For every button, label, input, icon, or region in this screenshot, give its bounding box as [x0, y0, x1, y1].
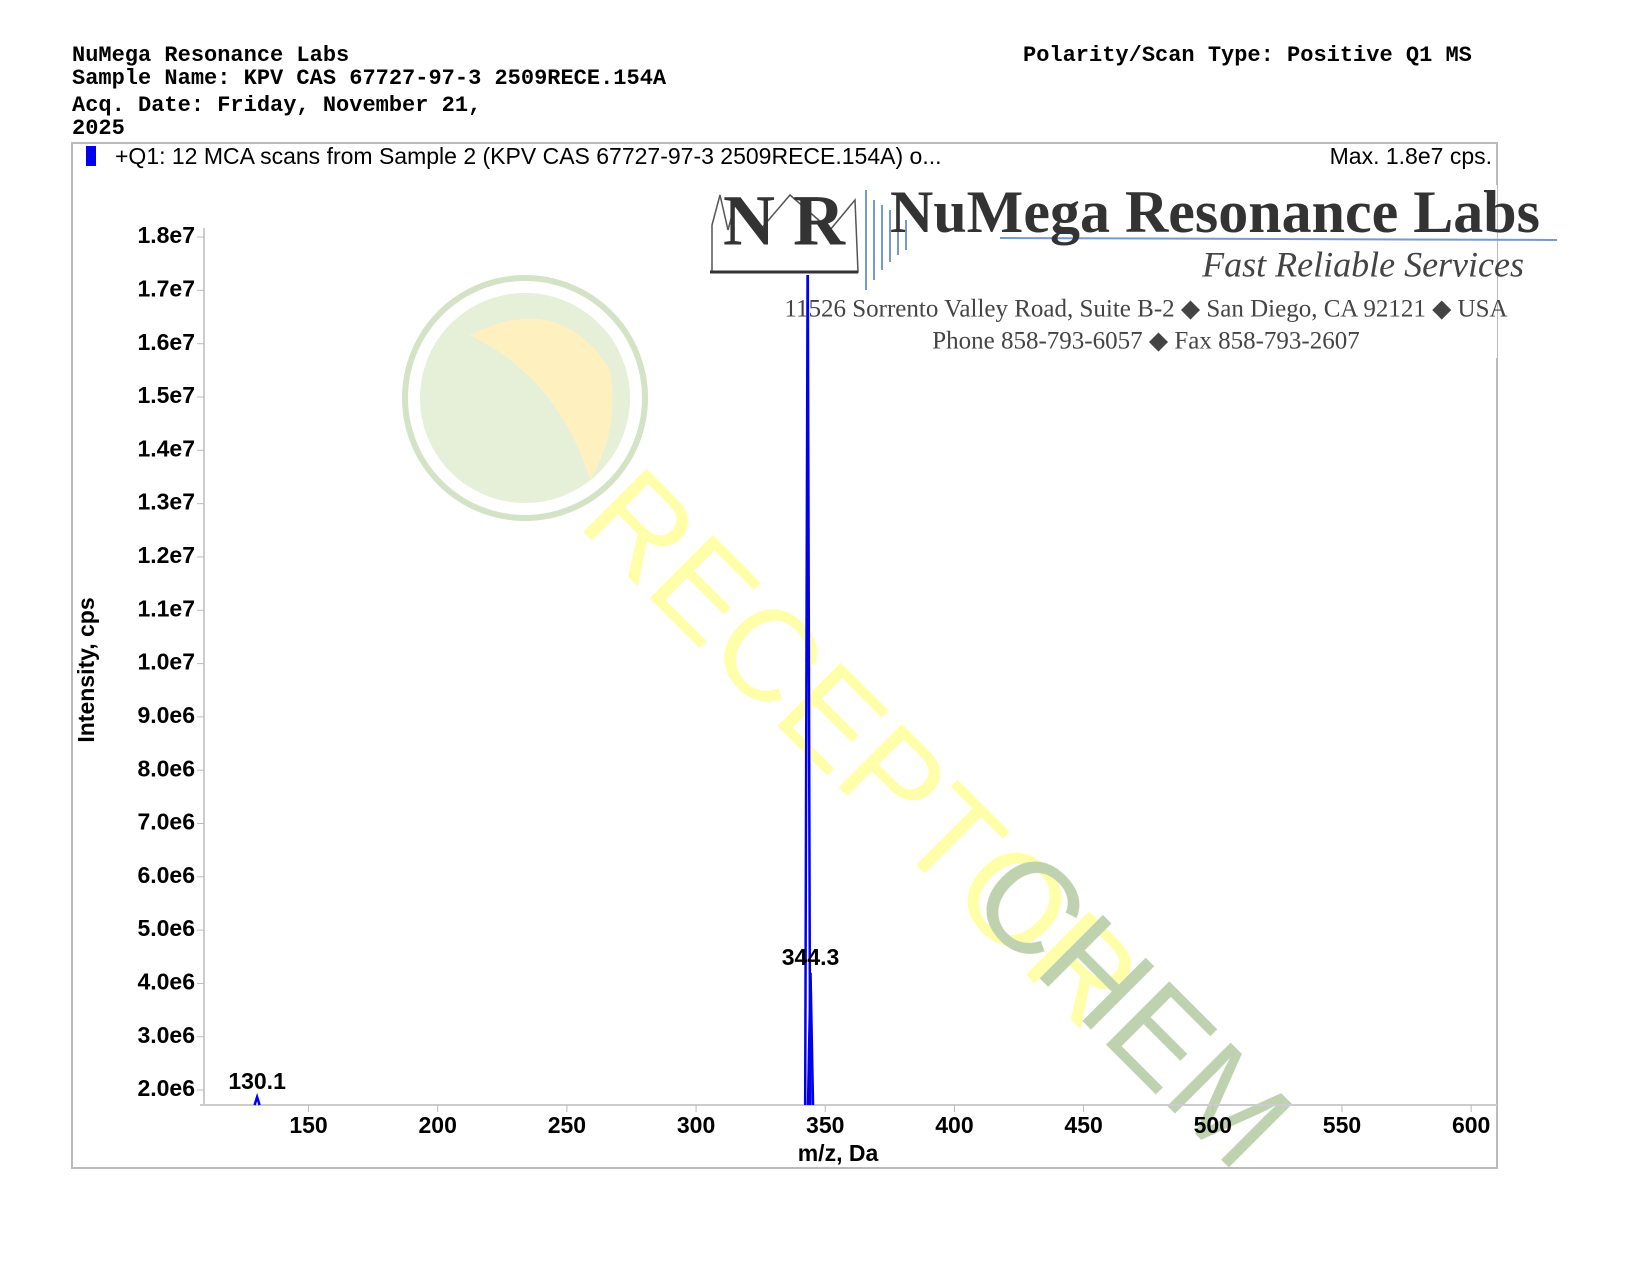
x-tick-label: 250: [548, 1112, 586, 1138]
x-tick-label: 450: [1064, 1112, 1102, 1138]
y-tick-label: 9.0e6: [137, 702, 195, 728]
peak: [253, 1092, 261, 1106]
acq-date: Acq. Date: Friday, November 21, 2025: [72, 93, 482, 141]
logo-address: 11526 Sorrento Valley Road, Suite B-2 ◆ …: [784, 296, 1507, 323]
x-tick-label: 600: [1452, 1112, 1490, 1138]
x-tick-label: 400: [935, 1112, 973, 1138]
x-tick-label: 350: [806, 1112, 844, 1138]
y-axis-title: Intensity, cps: [73, 597, 99, 742]
y-tick-label: 6.0e6: [137, 862, 195, 888]
y-tick-label: 7.0e6: [137, 809, 195, 835]
logo-name: NuMega Resonance Labs: [890, 179, 1540, 245]
logo-slogan: Fast Reliable Services: [1201, 244, 1524, 284]
x-tick-label: 550: [1323, 1112, 1361, 1138]
y-tick-label: 5.0e6: [137, 915, 195, 941]
x-tick-label: 300: [677, 1112, 715, 1138]
logo-phone: Phone 858-793-6057 ◆ Fax 858-793-2607: [932, 328, 1360, 355]
legend-swatch: [86, 146, 96, 166]
y-tick-label: 1.8e7: [137, 222, 195, 248]
y-tick-label: 1.2e7: [137, 542, 195, 568]
y-tick-label: 1.5e7: [137, 382, 195, 408]
y-tick-label: 2.0e6: [137, 1075, 195, 1101]
y-tick-label: 1.0e7: [137, 649, 195, 675]
watermark-word: CHEM: [946, 821, 1320, 1195]
sample-name: Sample Name: KPV CAS 67727-97-3 2509RECE…: [72, 66, 667, 91]
x-tick-label: 150: [289, 1112, 327, 1138]
x-tick-label: 500: [1194, 1112, 1232, 1138]
y-tick-label: 4.0e6: [137, 969, 195, 995]
y-tick-label: 1.7e7: [137, 275, 195, 301]
plot-frame: [71, 142, 1498, 1169]
y-tick-label: 8.0e6: [137, 755, 195, 781]
x-axis-title: m/z, Da: [798, 1140, 879, 1166]
peak-label: 344.3: [782, 944, 840, 970]
logo: N R NuMega Resonance Labs Fast Reliable …: [710, 179, 1558, 358]
y-tick-label: 1.3e7: [137, 489, 195, 515]
peak-label: 130.1: [228, 1068, 286, 1094]
watermark: RECEPTOR CHEM: [402, 275, 1320, 1195]
legend-text: +Q1: 12 MCA scans from Sample 2 (KPV CAS…: [115, 143, 942, 169]
y-tick-label: 3.0e6: [137, 1022, 195, 1048]
max-label: Max. 1.8e7 cps.: [1330, 143, 1492, 169]
y-tick-label: 1.4e7: [137, 435, 195, 461]
peak: [806, 972, 815, 1106]
y-tick-label: 1.6e7: [137, 329, 195, 355]
lab-name: NuMega Resonance Labs: [72, 43, 350, 68]
logo-mark: N R: [723, 181, 846, 261]
y-tick-label: 1.1e7: [137, 595, 195, 621]
scan-type: Polarity/Scan Type: Positive Q1 MS: [1023, 43, 1472, 68]
x-tick-label: 200: [419, 1112, 457, 1138]
